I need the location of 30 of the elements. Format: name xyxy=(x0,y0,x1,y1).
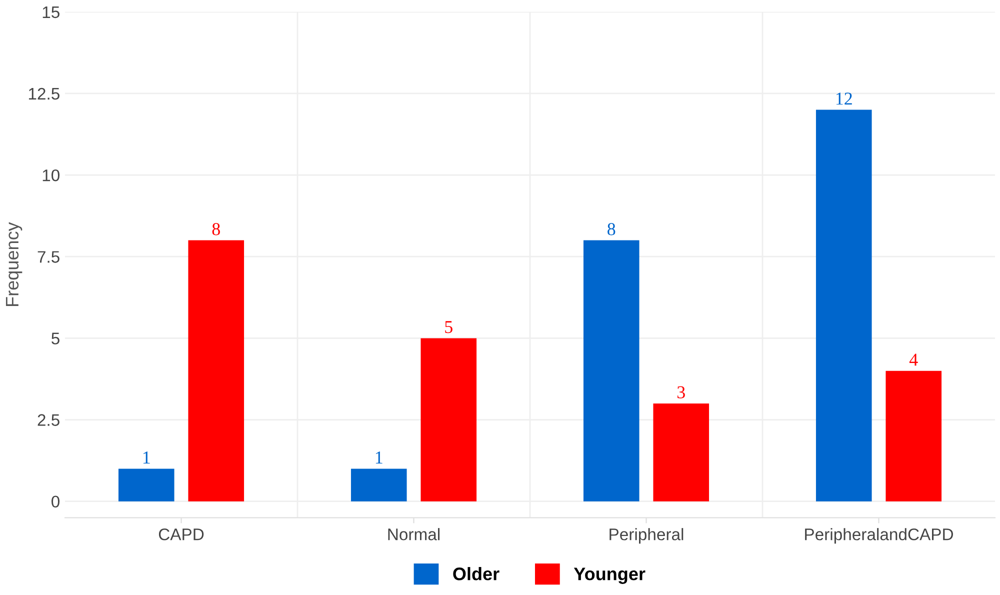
data-label: 8 xyxy=(212,223,220,236)
bar xyxy=(583,240,640,502)
bar xyxy=(350,468,407,502)
bar xyxy=(886,370,942,502)
y-tick-label: 0 xyxy=(52,496,60,508)
y-axis-title: Frequency xyxy=(6,222,22,306)
y-tick-label: 10 xyxy=(42,169,60,182)
bar xyxy=(118,468,174,502)
legend-label: Older xyxy=(453,567,500,580)
y-tick-label: 2.5 xyxy=(38,414,60,426)
bar xyxy=(420,338,477,502)
data-label: 8 xyxy=(608,223,616,236)
y-tick-label: 15 xyxy=(42,6,60,18)
data-label: 4 xyxy=(909,354,918,366)
legend-label: Younger xyxy=(574,568,646,584)
data-label: 3 xyxy=(677,386,685,398)
y-tick-label: 5 xyxy=(52,332,60,344)
y-tick-label: 7.5 xyxy=(38,251,60,263)
x-tick-label: Normal xyxy=(388,528,440,540)
data-label: 1 xyxy=(143,452,150,464)
data-label: 5 xyxy=(445,321,452,334)
x-tick-label: Peripheral xyxy=(610,528,684,544)
data-label: 1 xyxy=(376,452,382,464)
x-tick-label: PeripheralandCAPD xyxy=(805,528,953,544)
bar xyxy=(653,403,710,502)
x-tick-label: CAPD xyxy=(158,528,204,540)
bar xyxy=(816,110,872,502)
bar xyxy=(188,240,244,502)
y-tick-label: 12.5 xyxy=(28,88,60,100)
data-label: 12 xyxy=(836,92,852,105)
